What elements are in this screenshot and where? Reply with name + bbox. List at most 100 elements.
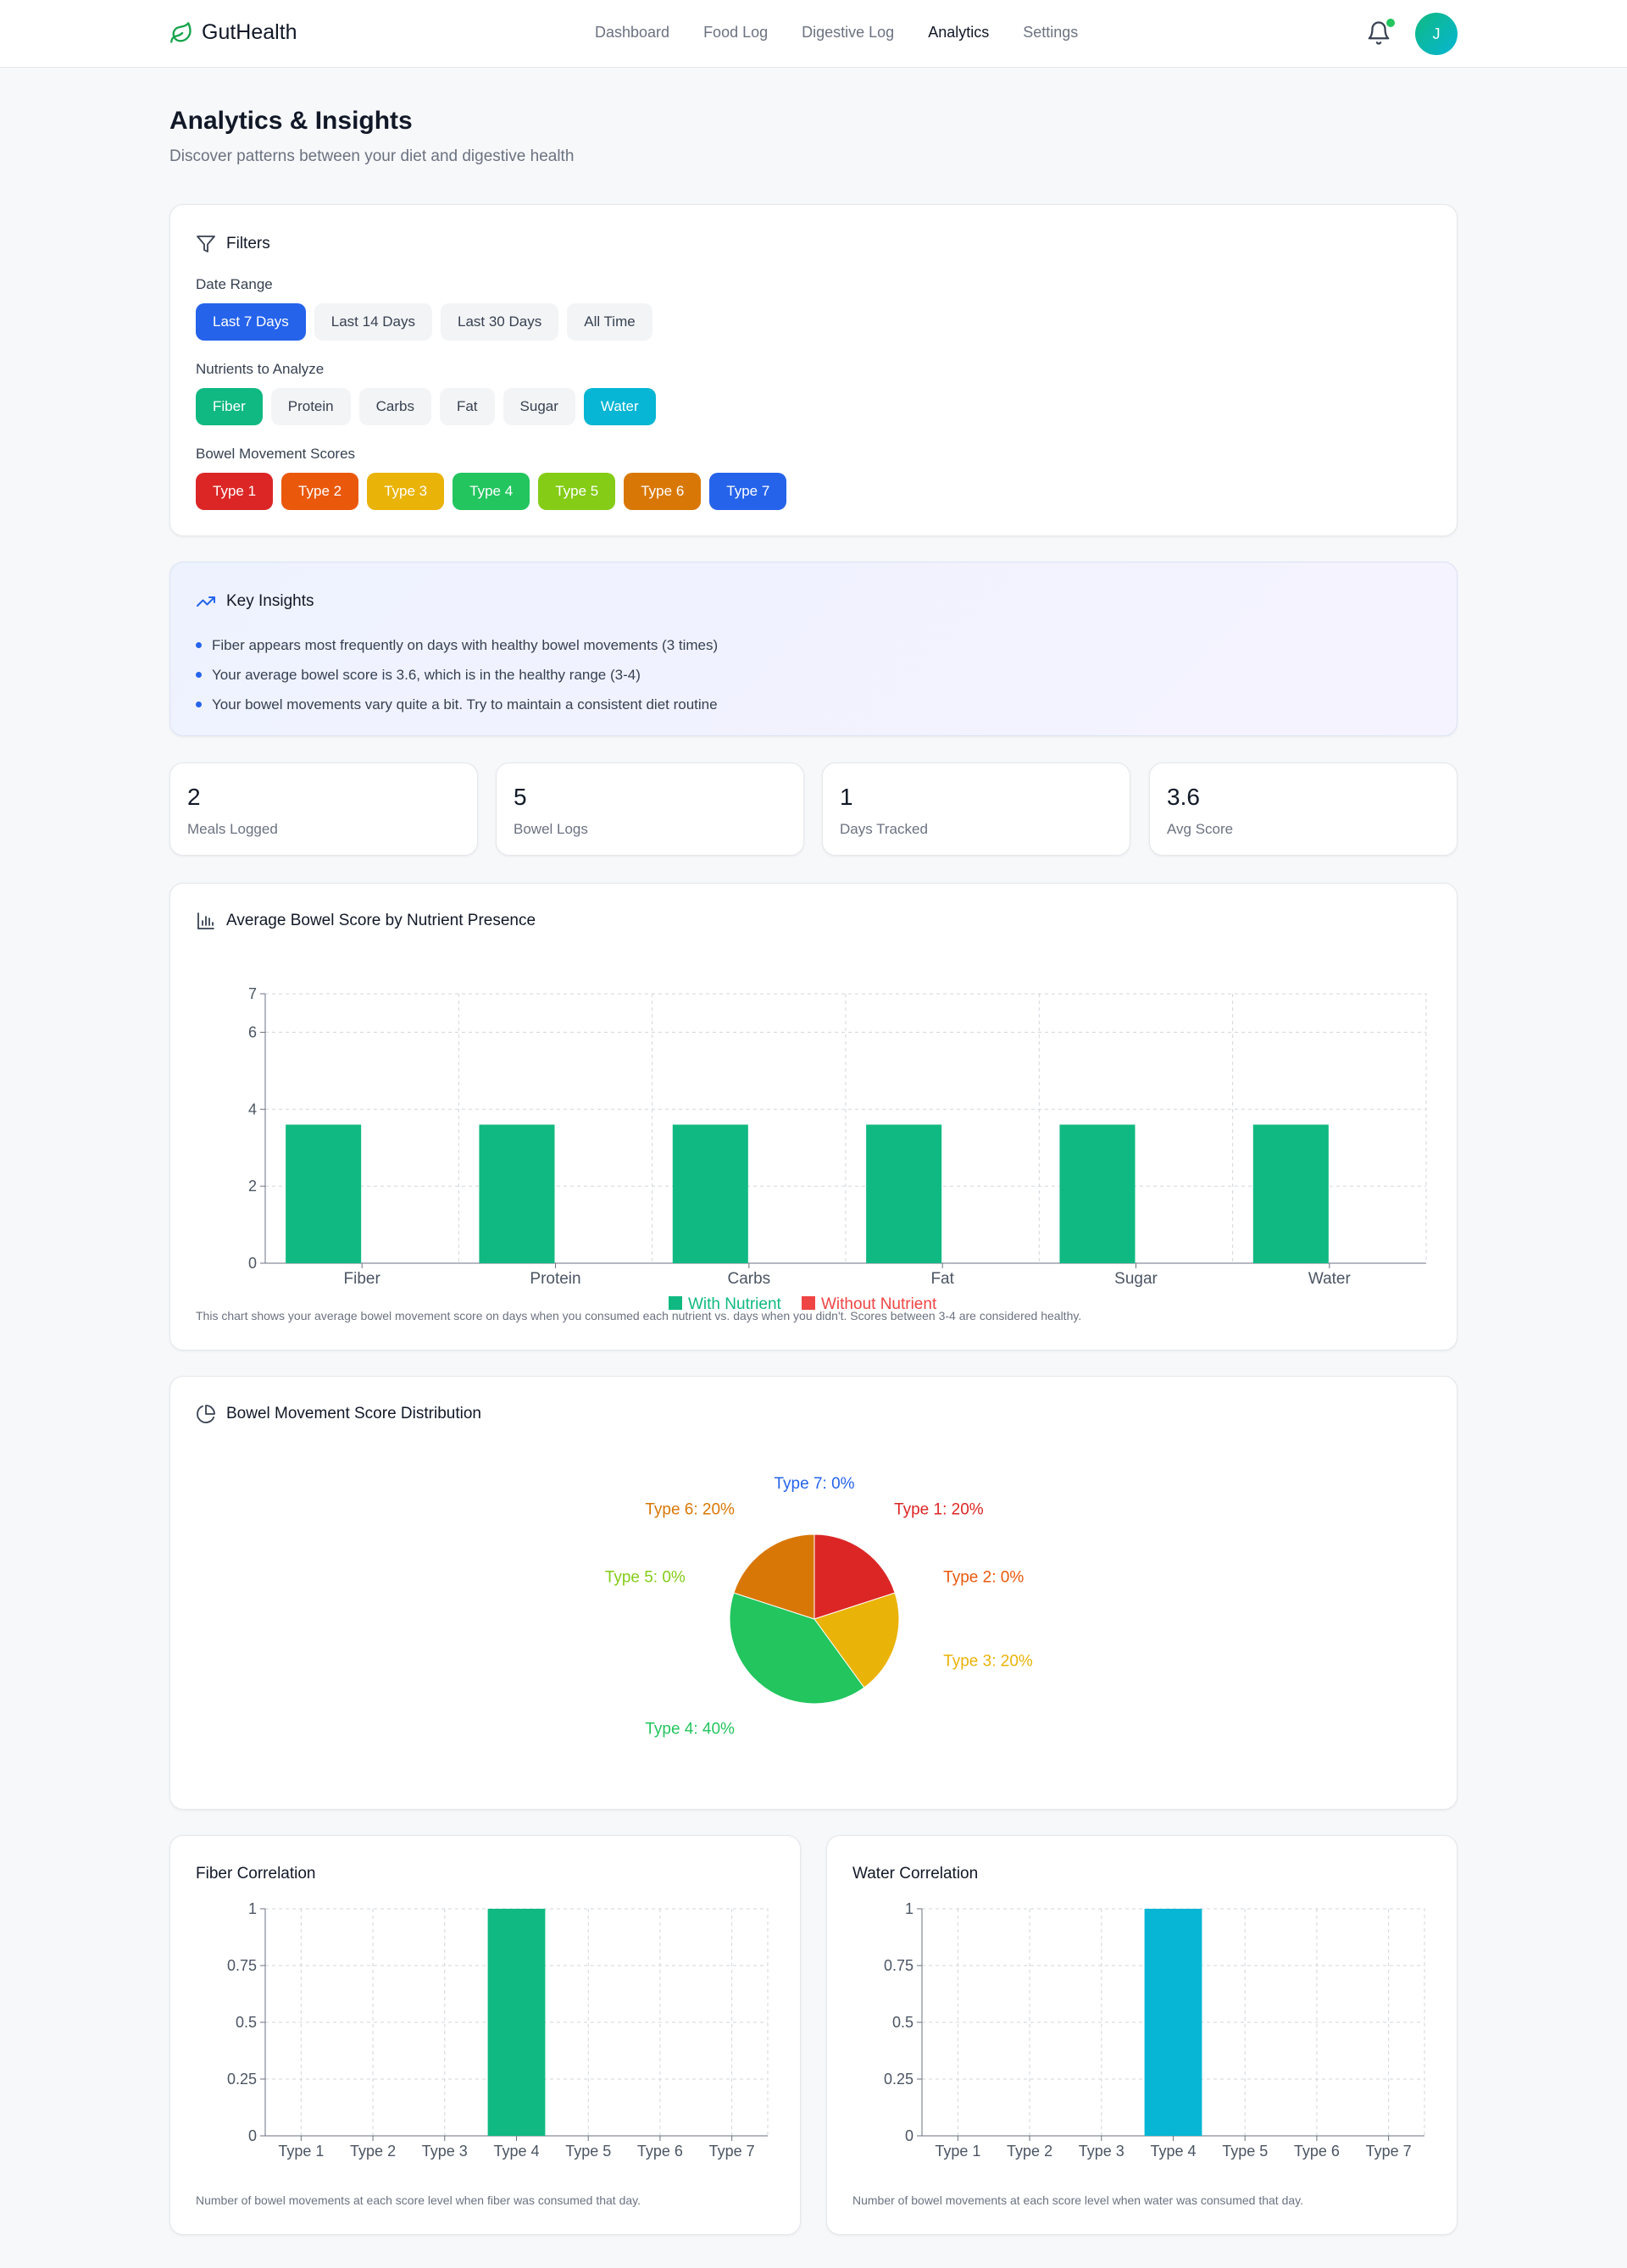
pie-label: Type 1: 20% <box>894 1501 984 1519</box>
bar-chart-icon <box>197 912 214 929</box>
chip-fat[interactable]: Fat <box>439 388 495 425</box>
pie-slice <box>814 1592 900 1689</box>
y-tick-label: 0.75 <box>884 1957 913 1974</box>
chart-header: Fiber Correlation <box>196 1865 316 1883</box>
bar <box>672 1124 748 1263</box>
bar <box>479 1124 555 1263</box>
chip-type-5[interactable]: Type 5 <box>538 473 616 510</box>
chip-type-4[interactable]: Type 4 <box>453 473 530 510</box>
chip-type-1[interactable]: Type 1 <box>196 473 274 510</box>
bar <box>286 1124 362 1263</box>
stat-meals-logged: 2 Meals Logged <box>169 762 478 856</box>
y-tick-label: 1 <box>248 1900 257 1917</box>
y-tick-label: 6 <box>248 1023 257 1040</box>
x-tick-label: Type 6 <box>1294 2143 1340 2160</box>
chip-type-2[interactable]: Type 2 <box>281 473 359 510</box>
stat-bowel-logs: 5 Bowel Logs <box>496 762 804 856</box>
date-range-label: Date Range <box>196 276 273 292</box>
chart-note: This chart shows your average bowel move… <box>196 1309 1082 1323</box>
x-tick-label: Protein <box>530 1270 580 1288</box>
x-tick-label: Type 2 <box>1007 2143 1052 2160</box>
x-tick-label: Type 1 <box>935 2143 980 2160</box>
pie-label: Type 6: 20% <box>645 1501 735 1519</box>
score-distribution-card: Bowel Movement Score Distribution Type 1… <box>169 1376 1458 1810</box>
user-avatar[interactable]: J <box>1415 13 1458 55</box>
fiber-correlation-chart: 0 0.25 0.5 0.75 1 Type 1 Type 2 Type 3 Type 4 Typ… <box>227 1900 769 2160</box>
nav-settings[interactable]: Settings <box>1023 24 1079 41</box>
chart-title: Water Correlation <box>852 1865 979 1883</box>
main-nav: Dashboard Food Log Digestive Log Analyti… <box>595 24 1078 42</box>
insight-item: Your average bowel score is 3.6, which i… <box>196 660 718 690</box>
x-tick-label: Type 7 <box>709 2143 755 2160</box>
filter-icon <box>197 236 215 252</box>
x-tick-label: Type 3 <box>422 2143 468 2160</box>
chip-protein[interactable]: Protein <box>270 388 351 425</box>
bar <box>866 1124 942 1263</box>
insights-title: Key Insights <box>226 592 314 610</box>
y-tick-label: 4 <box>248 1101 257 1117</box>
x-tick-label: Water <box>1308 1270 1352 1288</box>
legend-label: With Nutrient <box>688 1295 782 1313</box>
chip-type-6[interactable]: Type 6 <box>624 473 702 510</box>
bar <box>1252 1124 1329 1263</box>
app-name: GutHealth <box>202 20 297 44</box>
bar <box>1059 1124 1136 1263</box>
chip-water[interactable]: Water <box>583 388 656 425</box>
page-title: Analytics & Insights <box>169 107 413 135</box>
x-tick-label: Type 4 <box>493 2143 539 2160</box>
x-tick-label: Sugar <box>1114 1270 1158 1288</box>
y-tick-label: 7 <box>248 985 257 1002</box>
nav-dashboard[interactable]: Dashboard <box>595 24 670 41</box>
leaf-icon <box>170 21 192 43</box>
pie-label: Type 5: 0% <box>605 1569 686 1587</box>
nutrients-label: Nutrients to Analyze <box>196 361 325 377</box>
filters-card: Filters Date Range Last 7 Days Last 14 D… <box>169 204 1458 536</box>
chart-title: Average Bowel Score by Nutrient Presence <box>226 912 536 929</box>
y-tick-label: 1 <box>905 1900 913 1917</box>
x-tick-label: Type 1 <box>278 2143 324 2160</box>
pie-slice <box>814 1533 896 1620</box>
chip-fiber[interactable]: Fiber <box>196 388 263 425</box>
x-tick-label: Carbs <box>727 1270 770 1288</box>
y-tick-label: 0.25 <box>884 2071 913 2088</box>
chip-last-30-days[interactable]: Last 30 Days <box>441 303 559 341</box>
date-range-chips: Last 7 Days Last 14 Days Last 30 Days Al… <box>196 303 652 341</box>
stat-value: 3.6 <box>1167 784 1200 810</box>
page-subtitle: Discover patterns between your diet and … <box>169 147 575 165</box>
x-tick-label: Fiber <box>344 1270 381 1288</box>
chip-type-3[interactable]: Type 3 <box>367 473 445 510</box>
pie-label: Type 4: 40% <box>645 1720 735 1738</box>
scores-label: Bowel Movement Scores <box>196 446 356 462</box>
pie-label: Type 3: 20% <box>943 1652 1033 1670</box>
nav-analytics[interactable]: Analytics <box>928 24 990 41</box>
y-tick-label: 0 <box>905 2127 913 2144</box>
chip-sugar[interactable]: Sugar <box>503 388 575 425</box>
chip-last-7-days[interactable]: Last 7 Days <box>196 303 306 341</box>
stat-label: Days Tracked <box>840 821 928 837</box>
nav-digestive-log[interactable]: Digestive Log <box>802 24 895 41</box>
nutrient-chips: Fiber Protein Carbs Fat Sugar Water <box>196 388 656 425</box>
insight-item: Fiber appears most frequently on days wi… <box>196 630 718 660</box>
chip-all-time[interactable]: All Time <box>567 303 652 341</box>
pie-slice <box>729 1592 865 1705</box>
stat-value: 2 <box>187 784 201 810</box>
chip-last-14-days[interactable]: Last 14 Days <box>314 303 432 341</box>
water-correlation-chart: 0 0.25 0.5 0.75 1 Type 1 Type 2 Type 3 Type 4 Typ… <box>884 1900 1425 2160</box>
x-tick-label: Type 7 <box>1366 2143 1412 2160</box>
score-chips: Type 1 Type 2 Type 3 Type 4 Type 5 Type … <box>196 473 787 510</box>
pie-chart-icon <box>197 1405 215 1423</box>
legend-label: Without Nutrient <box>821 1295 937 1313</box>
x-tick-label: Type 3 <box>1079 2143 1124 2160</box>
stat-days-tracked: 1 Days Tracked <box>822 762 1130 856</box>
x-tick-label: Type 6 <box>637 2143 683 2160</box>
bell-icon[interactable] <box>1366 20 1391 46</box>
score-distribution-pie-chart: Type 1: 20% Type 2: 0% Type 3: 20% Type 4: … <box>605 1475 1033 1738</box>
y-tick-label: 0.25 <box>227 2071 257 2088</box>
y-tick-label: 0 <box>248 1255 257 1272</box>
chip-type-7[interactable]: Type 7 <box>709 473 787 510</box>
nav-food-log[interactable]: Food Log <box>703 24 769 41</box>
insights-header: Key Insights <box>196 591 314 612</box>
bar <box>1144 1909 1202 2136</box>
brand-logo[interactable]: GutHealth <box>169 20 297 45</box>
chip-carbs[interactable]: Carbs <box>358 388 431 425</box>
